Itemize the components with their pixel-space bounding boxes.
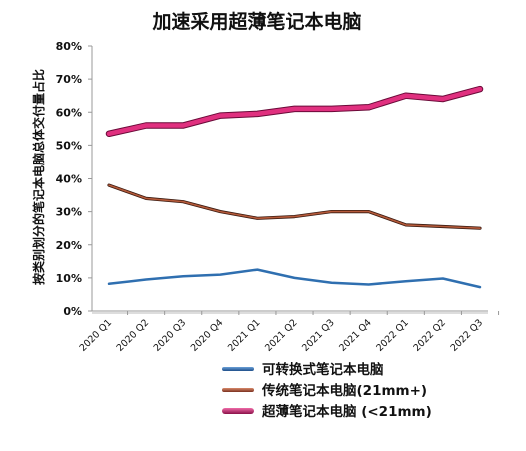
legend-label: 超薄笔记本电脑 (<21mm)	[261, 403, 432, 420]
x-tick-label: 2020 Q3	[152, 317, 189, 354]
x-tick-label: 2020 Q1	[78, 317, 115, 354]
legend-swatch	[222, 408, 254, 414]
series-line	[108, 184, 481, 229]
plot-frame	[91, 46, 488, 314]
legend-swatch	[222, 367, 254, 371]
x-tick-label: 2020 Q2	[115, 317, 152, 354]
x-tick-label: 2022 Q1	[374, 317, 411, 354]
x-tick-label: 2021 Q2	[263, 317, 300, 354]
legend-label: 传统笔记本电脑(21mm+)	[261, 382, 427, 399]
x-tick-label: 2021 Q3	[300, 317, 337, 354]
x-tick-label: 2022 Q3	[449, 317, 486, 354]
y-tick-label: 40%	[56, 173, 82, 186]
y-ticks: 0% 10% 20% 30% 40% 50% 60% 70% 80%	[56, 40, 92, 318]
y-tick-label: 30%	[56, 206, 82, 219]
x-tick-label: 2021 Q1	[226, 317, 263, 354]
y-tick-label: 70%	[56, 73, 82, 86]
y-axis-label: 按类别划分的笔记本电脑总体交付量占比	[31, 69, 46, 285]
series-lines	[105, 85, 484, 289]
y-tick-label: 10%	[56, 272, 82, 285]
y-tick-label: 50%	[56, 139, 82, 152]
y-tick-label: 20%	[56, 239, 82, 252]
legend-label: 可转换式笔记本电脑	[262, 361, 384, 378]
x-tick-label: 2020 Q4	[189, 317, 226, 354]
legend-swatch	[222, 388, 254, 392]
series-line-outline	[107, 183, 482, 230]
y-tick-label: 60%	[56, 106, 82, 119]
chart-title: 加速采用超薄笔记本电脑	[151, 10, 361, 33]
y-tick-label: 0%	[63, 305, 82, 318]
x-tick-label: 2022 Q2	[411, 317, 448, 354]
series-line	[106, 86, 483, 137]
series-line	[107, 268, 482, 289]
x-ticks: 2020 Q1 2020 Q2 2020 Q3 2020 Q4 2021 Q1 2021 …	[78, 311, 500, 354]
y-tick-label: 80%	[56, 40, 82, 53]
x-tick-label: 2021 Q4	[337, 317, 374, 354]
